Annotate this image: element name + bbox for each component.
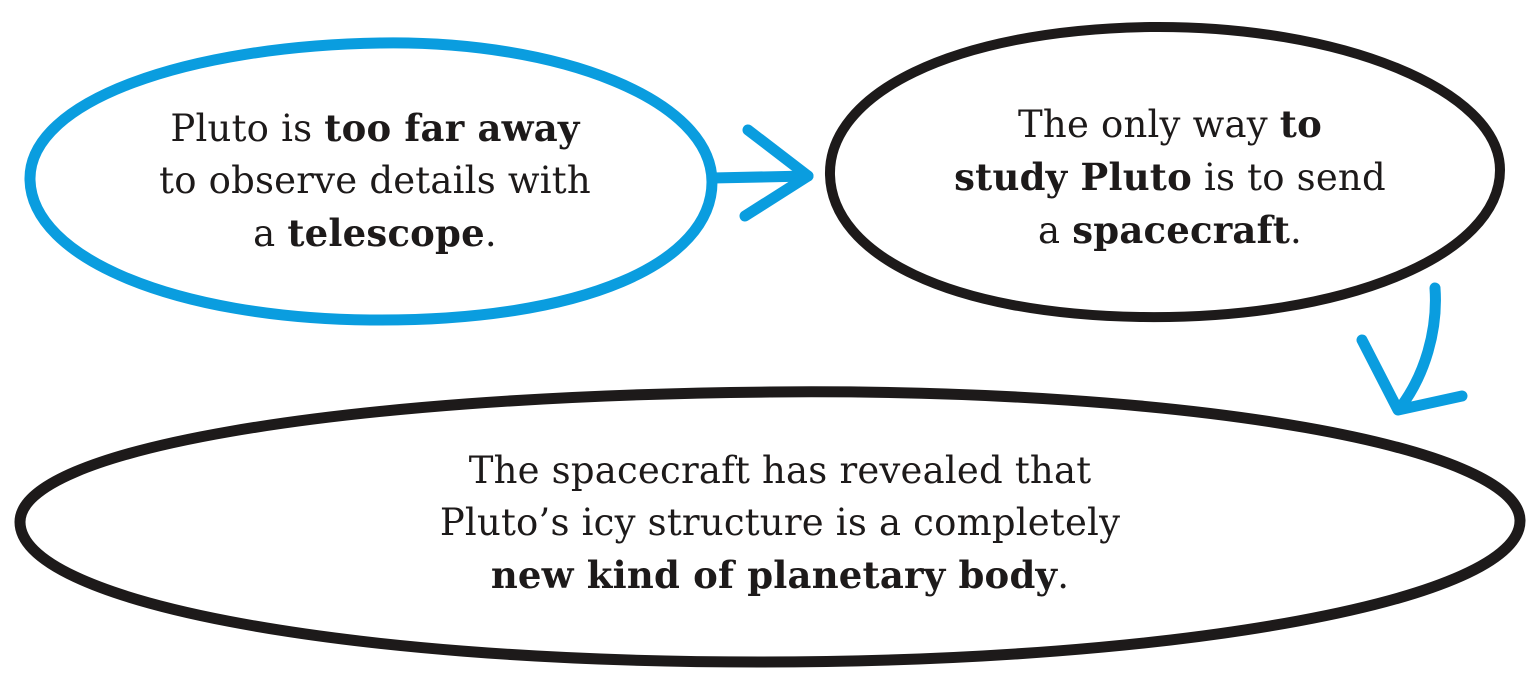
node-line: new kind of planetary body. [300,549,1260,602]
node-line: a telescope. [110,207,640,260]
emphasis-text: to [1279,102,1322,146]
emphasis-text: study Pluto [954,155,1192,199]
ellipse-send-spacecraft [824,21,1506,323]
body-text: a [1038,209,1073,252]
body-text: The only way [1018,103,1280,146]
body-text: . [1057,554,1070,597]
emphasis-text: telescope [287,211,485,255]
body-text: . [484,212,497,255]
node-line: The spacecraft has revealed that [300,445,1260,497]
ellipse-too-far [24,37,718,326]
arrow-right-icon [706,124,814,222]
node-text-send-spacecraft: The only way to study Pluto is to send a s… [890,98,1450,257]
body-text: is to send [1191,156,1386,199]
node-line: study Pluto is to send [890,151,1450,204]
emphasis-text: too far away [324,106,580,150]
node-line: Pluto’s icy structure is a completely [300,497,1260,549]
ellipse-new-kind [14,386,1526,668]
body-text: The spacecraft has revealed that [468,449,1092,492]
node-line: a spacecraft. [890,204,1450,257]
node-line: to observe details with [110,155,640,207]
node-text-new-kind: The spacecraft has revealed that Pluto’s … [300,445,1260,602]
body-text: a [253,212,288,255]
node-line: The only way to [890,98,1450,151]
node-text-too-far: Pluto is too far away to observe details … [110,102,640,260]
body-text: Pluto’s icy structure is a completely [439,501,1121,544]
emphasis-text: new kind of planetary body [490,553,1058,597]
body-text: . [1290,209,1302,252]
node-line: Pluto is too far away [110,102,640,155]
arrow-down-icon [1356,282,1468,416]
body-text: to observe details with [159,159,591,202]
emphasis-text: spacecraft [1072,208,1290,252]
body-text: Pluto is [170,107,325,150]
